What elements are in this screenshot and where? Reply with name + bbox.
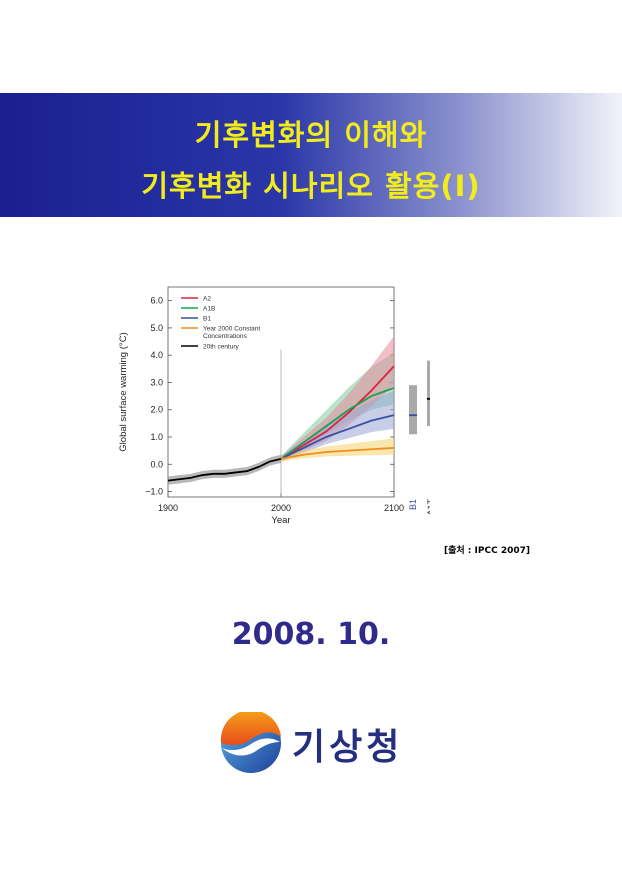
y-tick-label: 4.0 bbox=[150, 350, 163, 360]
series-line bbox=[280, 387, 395, 460]
series-line bbox=[280, 447, 395, 460]
series-line bbox=[280, 365, 395, 460]
x-axis-label: Year bbox=[271, 515, 290, 526]
y-tick-label: 3.0 bbox=[150, 377, 163, 387]
y-axis-label: Global surface warming (°C) bbox=[118, 332, 129, 451]
legend-label: A1B bbox=[203, 306, 215, 313]
publication-date: 2008. 10. bbox=[231, 617, 391, 652]
y-tick-label: 1.0 bbox=[150, 432, 163, 442]
series-line bbox=[280, 414, 395, 460]
y-tick-label: 5.0 bbox=[150, 323, 163, 333]
x-tick-label: 2000 bbox=[271, 503, 291, 513]
kma-logo-icon bbox=[220, 712, 281, 773]
y-tick-label: 6.0 bbox=[150, 296, 163, 306]
legend-label: A2 bbox=[203, 296, 211, 303]
legend-label: B1 bbox=[203, 316, 211, 323]
range-label: A1T bbox=[426, 499, 430, 516]
y-tick-label: 0.0 bbox=[150, 459, 163, 469]
likely-range-bar bbox=[427, 360, 430, 427]
uncertainty-band bbox=[281, 390, 394, 462]
legend-label: Concentrations bbox=[203, 333, 247, 340]
figure-source: [출처 : IPCC 2007] bbox=[444, 546, 530, 556]
ipcc-warming-chart: −1.0 0.0 1.0 2.0 3.0 4.0 5.0 6.0 1900 2000 2100 Yea… bbox=[118, 286, 430, 526]
org-name: 기상청 bbox=[292, 727, 404, 768]
legend-label: Year 2000 Constant bbox=[203, 326, 260, 333]
x-tick-label: 1900 bbox=[158, 503, 178, 513]
y-tick-label: 2.0 bbox=[150, 405, 163, 415]
series-line bbox=[167, 457, 282, 482]
uncertainty-band bbox=[281, 438, 394, 462]
title-line-1: 기후변화의 이해와 bbox=[194, 118, 428, 152]
legend-label: 20th century bbox=[203, 344, 240, 351]
y-tick-label: −1.0 bbox=[145, 487, 163, 497]
title-line-2: 기후변화 시나리오 활용(Ⅰ) bbox=[141, 169, 481, 203]
range-label: B1 bbox=[408, 499, 418, 510]
x-tick-label: 2100 bbox=[384, 503, 404, 513]
likely-range-bar bbox=[409, 385, 417, 435]
title-banner bbox=[0, 93, 622, 217]
